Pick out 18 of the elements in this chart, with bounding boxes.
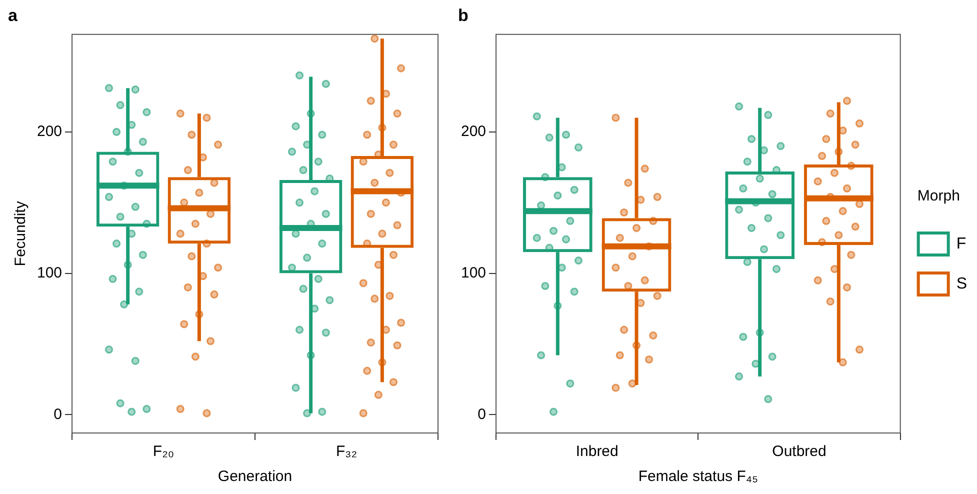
x-axis-title: Generation — [218, 468, 292, 486]
y-tick-label: 200 — [36, 123, 62, 140]
y-tick-label: 100 — [36, 264, 62, 282]
x-tick-label: F₂₀ — [152, 443, 174, 460]
x-axis-title: Female status F₄₅ — [638, 468, 758, 486]
x-tick-label: Inbred — [576, 443, 618, 460]
y-tick-label: 0 — [54, 406, 62, 423]
x-tick-label: F₃₂ — [336, 443, 358, 460]
y-tick-label: 0 — [478, 406, 486, 423]
legend-label: F — [956, 235, 966, 252]
chart-title: a — [8, 6, 18, 25]
legend-title: Morph — [917, 188, 960, 205]
legend-label: S — [956, 275, 967, 292]
y-tick-label: 100 — [460, 264, 486, 282]
chart-title: b — [458, 6, 468, 25]
y-axis-title: Fecundity — [12, 200, 30, 266]
y-tick-label: 200 — [460, 123, 486, 140]
x-tick-label: Outbred — [772, 443, 826, 460]
